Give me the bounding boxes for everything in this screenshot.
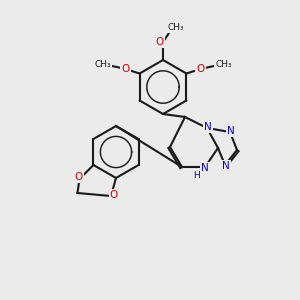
Text: N: N [201,163,209,173]
Text: O: O [74,172,83,182]
Text: O: O [196,64,205,74]
Text: O: O [156,37,164,47]
Text: O: O [122,64,130,74]
Text: H: H [194,172,200,181]
Text: CH₃: CH₃ [215,60,232,69]
Text: O: O [110,190,118,200]
Text: N: N [204,122,212,132]
Text: CH₃: CH₃ [168,23,184,32]
Text: N: N [222,161,230,171]
Text: N: N [227,126,235,136]
Text: CH₃: CH₃ [94,60,111,69]
